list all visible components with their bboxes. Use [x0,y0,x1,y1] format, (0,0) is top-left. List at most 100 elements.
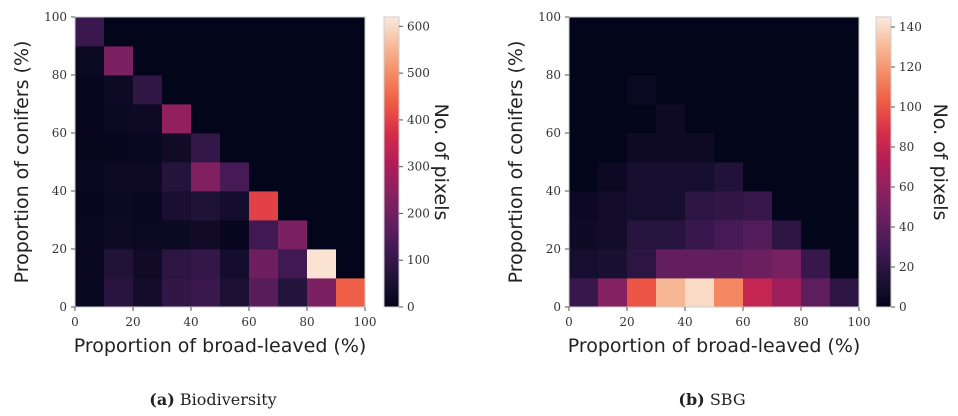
heatmap-cell [569,220,599,250]
x-tick-label: 0 [565,315,573,329]
heatmap-cell [249,220,279,250]
y-tick-label: 20 [546,242,561,256]
colorbar [383,16,400,308]
heatmap-cell [191,104,221,134]
heatmap-cell [220,133,250,163]
heatmap-cell [75,162,105,192]
x-tick-label: 60 [735,315,750,329]
heatmap-cell [656,249,686,279]
colorbar-tick-label: 400 [407,113,430,127]
colorbar-tick-label: 600 [407,19,430,33]
heatmap-cell [714,75,744,105]
heatmap-cell [133,249,163,279]
heatmap-cell [714,220,744,250]
heatmap-cell [249,17,279,47]
heatmap-cell [220,162,250,192]
heatmap-cell [307,133,337,163]
heatmap-cell [830,220,860,250]
heatmap-cell [830,191,860,221]
heatmap-cell [278,220,308,250]
heatmap-cell [714,162,744,192]
heatmap-cell [772,220,802,250]
heatmap-cell [714,278,744,308]
x-axis-label: Proportion of broad-leaved (%) [74,335,367,357]
heatmap-cell [307,249,337,279]
heatmap-cell [627,133,657,163]
colorbar-tick-label: 0 [899,300,907,314]
heatmap-cell [772,104,802,134]
panel-caption: (b) SBG [678,390,745,409]
heatmap-cell [249,278,279,308]
y-tick-label: 60 [546,126,561,140]
panel-caption: (a) Biodiversity [149,390,276,409]
heatmap-cell [598,133,628,163]
heatmap-cell [830,46,860,76]
heatmap-cell [249,133,279,163]
heatmap-cell [249,46,279,76]
heatmap-cell [685,46,715,76]
colorbar-tick-label: 60 [899,180,914,194]
colorbar-tick-label: 500 [407,66,430,80]
heatmap-cell [598,46,628,76]
heatmap-cell [627,249,657,279]
heatmap-cell [278,75,308,105]
heatmap-cell [162,17,192,47]
heatmap-cell [336,220,366,250]
heatmap-cell [656,46,686,76]
heatmap-cell [104,220,134,250]
heatmap-cell [336,75,366,105]
colorbar-tick-label: 80 [899,140,914,154]
heatmap-cell [598,249,628,279]
heatmap-cell [307,46,337,76]
heatmap-cell [598,191,628,221]
heatmap-cell [75,191,105,221]
heatmap-cell [307,162,337,192]
heatmap-cell [772,17,802,47]
heatmap-cell [743,75,773,105]
heatmap-cell [75,104,105,134]
heatmap-cell [598,104,628,134]
heatmap-cell [685,75,715,105]
heatmap-cell [772,191,802,221]
heatmap-cell [685,249,715,279]
heatmap-cell [627,220,657,250]
caption-label: (b) [678,390,704,409]
heatmap-cell [569,75,599,105]
heatmap-cell [278,133,308,163]
heatmap-cell [569,46,599,76]
heatmap-cell [627,162,657,192]
x-tick-label: 80 [299,315,314,329]
heatmap-cell [569,17,599,47]
heatmap-cell [772,278,802,308]
y-tick-label: 0 [59,300,67,314]
heatmap-cell [307,104,337,134]
x-tick-label: 100 [848,315,871,329]
heatmap-cell [249,75,279,105]
y-tick-label: 100 [538,10,561,24]
colorbar-tick-label: 100 [899,100,922,114]
heatmap-cell [656,133,686,163]
heatmap-cell [598,220,628,250]
heatmap-cell [249,162,279,192]
heatmap-cell [656,191,686,221]
heatmap-cell [133,17,163,47]
heatmap-cell [569,249,599,279]
caption-label: (a) [149,390,175,409]
heatmap-cell [656,17,686,47]
heatmap-cell [772,249,802,279]
heatmap-cell [743,162,773,192]
heatmap-cell [162,191,192,221]
heatmap-cell [830,104,860,134]
heatmap-cell [830,162,860,192]
heatmap-cell [104,162,134,192]
y-tick-label: 60 [52,126,67,140]
heatmap-cell [278,162,308,192]
heatmap-cell [627,75,657,105]
heatmap-cell [133,104,163,134]
heatmap-cell [569,162,599,192]
heatmap-cell [336,162,366,192]
heatmap-cell [685,133,715,163]
y-tick-label: 20 [52,242,67,256]
heatmap-cell [569,133,599,163]
